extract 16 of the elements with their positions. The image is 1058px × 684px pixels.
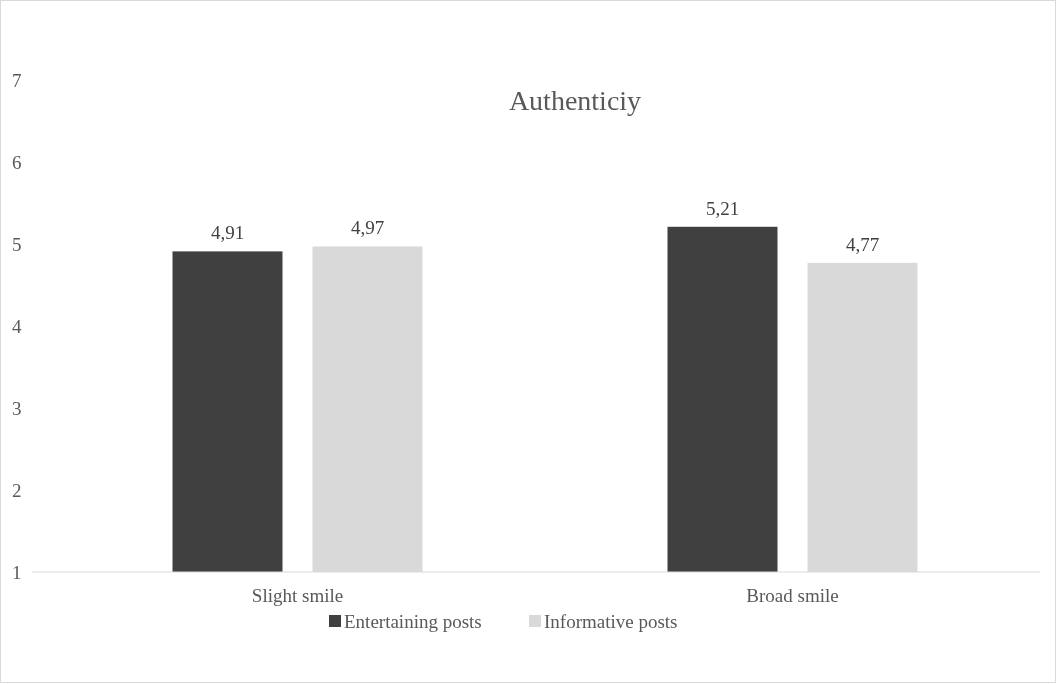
y-tick-label: 3 (12, 398, 22, 419)
y-tick-label: 4 (12, 316, 22, 337)
y-tick-label: 1 (12, 562, 22, 583)
chart-title: Authenticiy (508, 85, 642, 116)
x-tick-label: Broad smile (746, 585, 839, 606)
y-tick-label: 7 (12, 70, 22, 91)
data-label: 5,21 (705, 197, 740, 219)
data-label: 4,97 (350, 217, 385, 239)
legend-label: Informative posts (544, 611, 678, 632)
x-tick-label: Slight smile (251, 585, 344, 606)
data-label: 4,91 (210, 222, 245, 244)
y-tick-label: 6 (12, 152, 22, 173)
data-label: 4,77 (845, 233, 880, 255)
y-tick-label: 2 (12, 480, 22, 501)
y-tick-label: 5 (12, 234, 22, 255)
legend-label: Entertaining posts (344, 611, 482, 632)
